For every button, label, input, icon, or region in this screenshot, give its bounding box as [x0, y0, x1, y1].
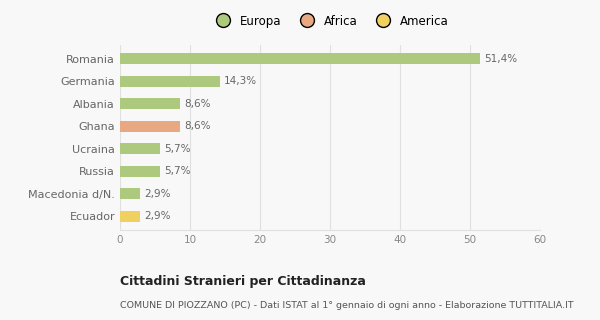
Bar	[120, 76, 220, 87]
Bar	[120, 98, 180, 109]
Bar	[120, 188, 140, 199]
Legend: Europa, Africa, America: Europa, Africa, America	[206, 10, 454, 32]
Bar	[120, 143, 160, 155]
Bar	[120, 166, 160, 177]
Text: 8,6%: 8,6%	[184, 121, 211, 131]
Bar	[120, 121, 180, 132]
Text: 5,7%: 5,7%	[164, 166, 191, 176]
Text: 2,9%: 2,9%	[145, 211, 171, 221]
Bar	[120, 211, 140, 222]
Text: 8,6%: 8,6%	[184, 99, 211, 109]
Text: 5,7%: 5,7%	[164, 144, 191, 154]
Text: COMUNE DI PIOZZANO (PC) - Dati ISTAT al 1° gennaio di ogni anno - Elaborazione T: COMUNE DI PIOZZANO (PC) - Dati ISTAT al …	[120, 301, 574, 310]
Text: 14,3%: 14,3%	[224, 76, 257, 86]
Text: Cittadini Stranieri per Cittadinanza: Cittadini Stranieri per Cittadinanza	[120, 275, 366, 288]
Text: 51,4%: 51,4%	[484, 54, 517, 64]
Bar	[120, 53, 480, 65]
Text: 2,9%: 2,9%	[145, 189, 171, 199]
